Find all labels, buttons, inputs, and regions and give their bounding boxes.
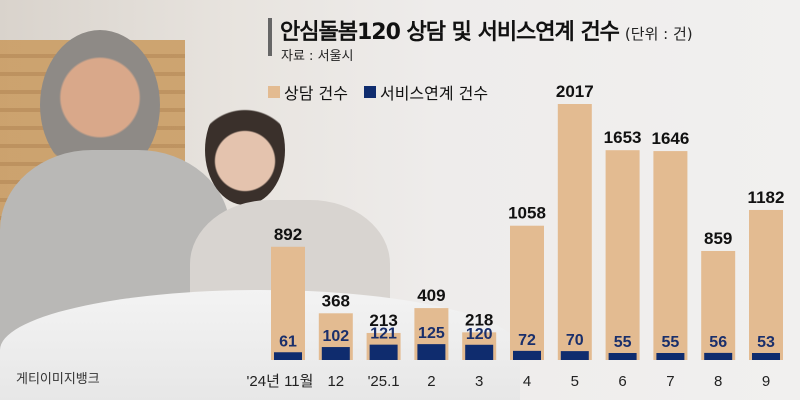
legend-swatch [268, 86, 280, 98]
bar-service [656, 353, 685, 360]
unit-label: (단위 : 건) [624, 25, 693, 43]
photo-credit: 게티이미지뱅크 [16, 372, 100, 387]
bar-service [752, 353, 780, 360]
value-label-service: 55 [614, 334, 632, 351]
legend-item-service: 서비스연계 건수 [363, 80, 489, 104]
bar-consult [653, 151, 688, 360]
value-label-consult: 1182 [748, 188, 785, 207]
legend-label: 상담 건수 [284, 84, 348, 103]
value-label-consult: 409 [417, 286, 445, 305]
value-label-service: 72 [518, 332, 536, 349]
chart-title: 안심돌봄120 상담 및 서비스연계 건수 (단위 : 건) [280, 20, 693, 45]
bar-service [465, 344, 494, 360]
bar-consult [557, 104, 592, 360]
bar-consult [701, 250, 736, 360]
title-accent-bar [268, 18, 272, 56]
photo-young-woman [205, 95, 285, 205]
legend-swatch [363, 86, 376, 98]
value-label-service: 70 [566, 332, 584, 349]
value-label-consult: 1058 [508, 204, 546, 223]
value-label-service: 125 [418, 325, 445, 342]
value-label-consult: 213 [369, 311, 397, 330]
value-label-service: 55 [662, 334, 680, 351]
value-label-consult: 2017 [556, 82, 594, 101]
bar-consult [749, 209, 783, 360]
value-label-service: 120 [466, 326, 493, 343]
bar-service [417, 344, 446, 360]
bar-service [369, 344, 398, 360]
value-label-consult: 218 [465, 310, 493, 329]
value-label-consult: 892 [274, 225, 302, 244]
value-label-service: 53 [757, 334, 775, 351]
value-label-service: 102 [322, 328, 349, 345]
x-tick-label: '24년 11월 [247, 373, 314, 390]
bar-service [321, 347, 350, 360]
x-tick-label: 9 [762, 373, 770, 390]
x-tick-label: 5 [571, 373, 579, 390]
bar-service [608, 353, 637, 360]
bar-consult [271, 246, 305, 360]
x-tick-label: 4 [523, 373, 531, 390]
x-tick-label: 3 [475, 373, 483, 390]
value-label-consult: 368 [322, 291, 350, 310]
x-tick-label: 6 [618, 373, 626, 390]
bar-service [513, 350, 541, 360]
value-label-consult: 859 [704, 229, 732, 248]
bar-service [274, 352, 302, 360]
source-label: 자료 : 서울시 [281, 49, 354, 64]
x-tick-label: 8 [714, 373, 722, 390]
value-label-service: 121 [370, 326, 397, 343]
x-tick-label: 12 [327, 373, 344, 390]
bar-service [704, 352, 733, 360]
legend: 상담 건수 서비스연계 건수 [268, 80, 488, 104]
x-tick-label: 7 [666, 373, 674, 390]
bar-service [560, 351, 589, 360]
value-label-service: 56 [709, 334, 727, 351]
x-tick-label: 2 [427, 373, 435, 390]
x-tick-label: '25.1 [368, 373, 400, 390]
value-label-service: 61 [279, 333, 297, 350]
value-label-consult: 1653 [604, 128, 642, 147]
legend-item-consult: 상담 건수 [268, 80, 348, 104]
bar-consult [510, 225, 544, 360]
legend-label: 서비스연계 건수 [379, 84, 489, 103]
bar-consult [605, 150, 640, 360]
value-label-consult: 1646 [651, 129, 689, 148]
